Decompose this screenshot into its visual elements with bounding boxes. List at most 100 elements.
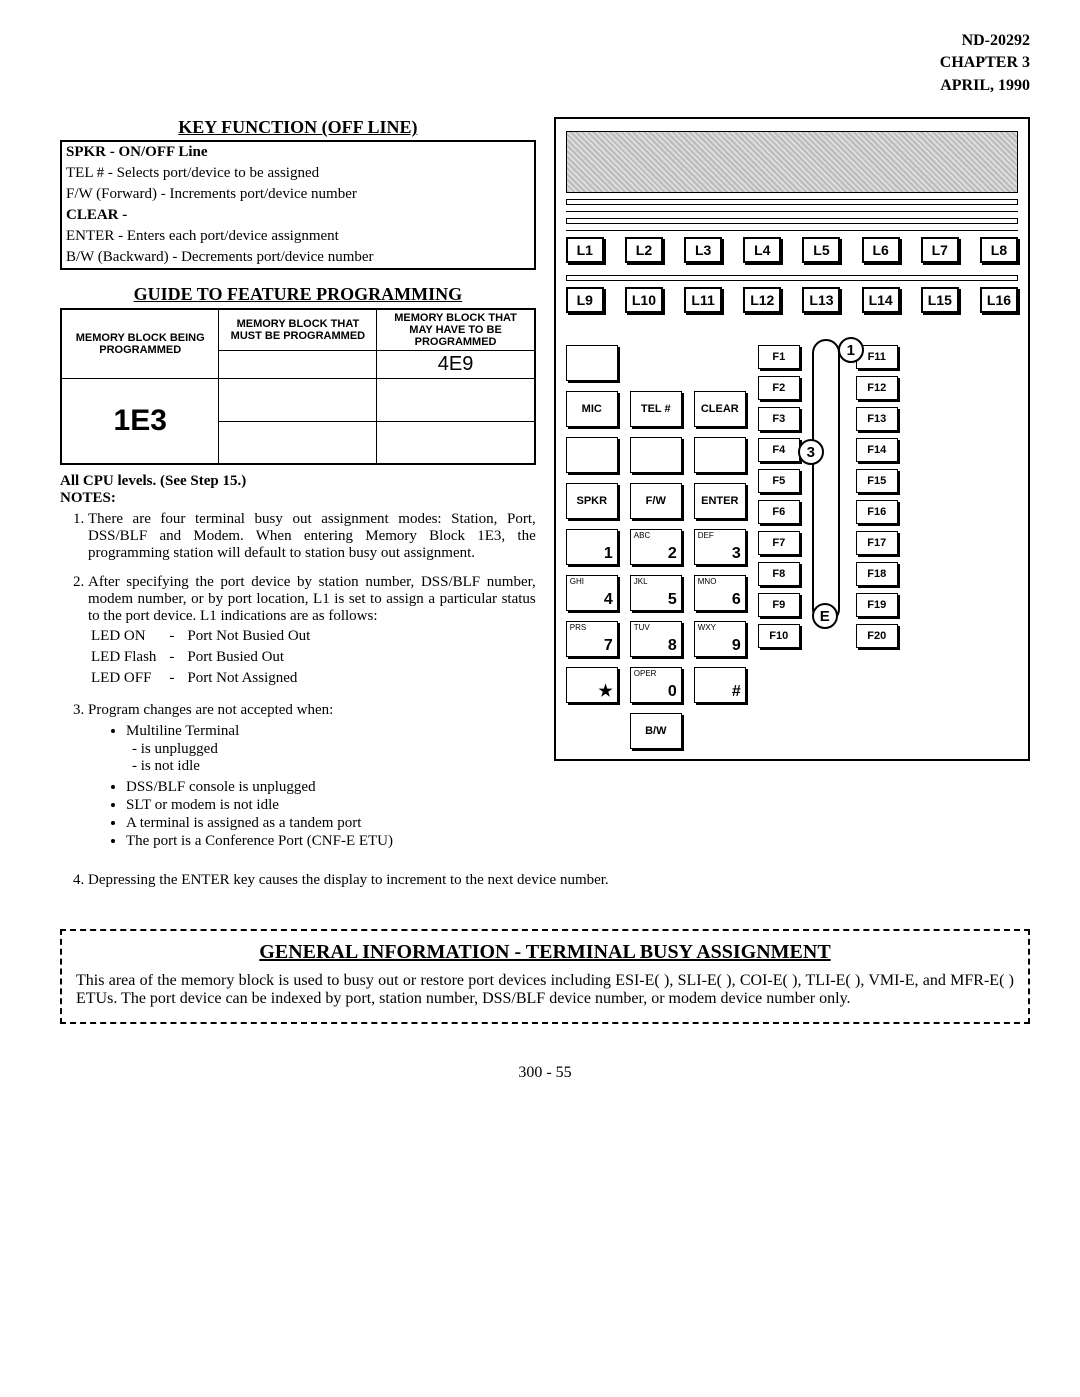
- f-key[interactable]: F12: [856, 376, 898, 400]
- line-key[interactable]: L7: [921, 237, 959, 263]
- callout-1: 1: [838, 337, 864, 363]
- notes-list: There are four terminal busy out assignm…: [60, 511, 536, 850]
- guide-table: MEMORY BLOCK BEING PROGRAMMED MEMORY BLO…: [60, 308, 536, 465]
- keyfn-title: KEY FUNCTION (OFF LINE): [60, 117, 536, 138]
- line-key[interactable]: L6: [862, 237, 900, 263]
- f-key[interactable]: F13: [856, 407, 898, 431]
- digit-8[interactable]: TUV8: [630, 621, 682, 657]
- f-key[interactable]: F1: [758, 345, 800, 369]
- blank-key: [566, 345, 618, 381]
- keyfn-row: CLEAR -: [61, 205, 535, 226]
- note-4-list: Depressing the ENTER key causes the disp…: [60, 872, 1030, 889]
- f-key[interactable]: F16: [856, 500, 898, 524]
- line-key[interactable]: L15: [921, 287, 959, 313]
- guide-h2: MEMORY BLOCK THAT MUST BE PROGRAMMED: [219, 309, 377, 351]
- mic-key[interactable]: MIC: [566, 391, 618, 427]
- f-key[interactable]: F4: [758, 438, 800, 462]
- digit-5[interactable]: JKL5: [630, 575, 682, 611]
- line-key[interactable]: L12: [743, 287, 781, 313]
- note-3: Program changes are not accepted when: M…: [88, 702, 536, 850]
- line-key[interactable]: L10: [625, 287, 663, 313]
- general-info-box: GENERAL INFORMATION - TERMINAL BUSY ASSI…: [60, 929, 1030, 1024]
- f-key[interactable]: F14: [856, 438, 898, 462]
- f-key[interactable]: F2: [758, 376, 800, 400]
- line-key[interactable]: L11: [684, 287, 722, 313]
- guide-block: 1E3: [61, 379, 219, 465]
- f-key[interactable]: F19: [856, 593, 898, 617]
- doc-date: APRIL, 1990: [940, 77, 1030, 94]
- keypad: MIC TEL # CLEAR SPKR F/W ENTER 1 ABC2 DE…: [566, 345, 746, 749]
- general-title: GENERAL INFORMATION - TERMINAL BUSY ASSI…: [76, 941, 1014, 964]
- callout-3: 3: [798, 439, 824, 465]
- line-keys-row2: L9 L10 L11 L12 L13 L14 L15 L16: [566, 287, 1018, 313]
- fkeys-right: F11 F12 F13 F14 F15 F16 F17 F18 F19 F20: [856, 345, 898, 648]
- doc-header: ND-20292 CHAPTER 3 APRIL, 1990: [60, 30, 1030, 97]
- keyfn-row: ENTER - Enters each port/device assignme…: [61, 226, 535, 247]
- digit-2[interactable]: ABC2: [630, 529, 682, 565]
- notes-title: NOTES:: [60, 490, 536, 507]
- f-key[interactable]: F18: [856, 562, 898, 586]
- f-key[interactable]: F10: [758, 624, 800, 648]
- f-key[interactable]: F17: [856, 531, 898, 555]
- line-key[interactable]: L16: [980, 287, 1018, 313]
- line-key[interactable]: L3: [684, 237, 722, 263]
- blank-key: [566, 437, 618, 473]
- receiver-icon: [812, 339, 840, 623]
- line-key[interactable]: L4: [743, 237, 781, 263]
- f-key[interactable]: F20: [856, 624, 898, 648]
- f-key[interactable]: F7: [758, 531, 800, 555]
- digit-1[interactable]: 1: [566, 529, 618, 565]
- bw-key[interactable]: B/W: [630, 713, 682, 749]
- note-2: After specifying the port device by stat…: [88, 574, 536, 690]
- f-key[interactable]: F15: [856, 469, 898, 493]
- note-3-sublist: Multiline Terminal: [108, 723, 536, 740]
- digit-4[interactable]: GHI4: [566, 575, 618, 611]
- f-key[interactable]: F6: [758, 500, 800, 524]
- page-number: 300 - 55: [60, 1064, 1030, 1082]
- led-table: LED ON-Port Not Busied Out LED Flash-Por…: [88, 625, 322, 690]
- blank-key: [630, 437, 682, 473]
- digit-3[interactable]: DEF3: [694, 529, 746, 565]
- handset: 1 3 E: [812, 345, 840, 623]
- line-key[interactable]: L5: [802, 237, 840, 263]
- line-key[interactable]: L2: [625, 237, 663, 263]
- guide-title: GUIDE TO FEATURE PROGRAMMING: [60, 284, 536, 305]
- fw-key[interactable]: F/W: [630, 483, 682, 519]
- spkr-key[interactable]: SPKR: [566, 483, 618, 519]
- keyfn-row: SPKR - ON/OFF Line: [61, 141, 535, 163]
- lcd-display: [566, 131, 1018, 193]
- note-4: Depressing the ENTER key causes the disp…: [88, 872, 1030, 889]
- digit-0[interactable]: OPER0: [630, 667, 682, 703]
- line-key[interactable]: L9: [566, 287, 604, 313]
- doc-id: ND-20292: [962, 32, 1030, 49]
- digit-6[interactable]: MNO6: [694, 575, 746, 611]
- callout-e: E: [812, 603, 838, 629]
- f-key[interactable]: F9: [758, 593, 800, 617]
- doc-chapter: CHAPTER 3: [940, 54, 1030, 71]
- guide-h3: MEMORY BLOCK THAT MAY HAVE TO BE PROGRAM…: [377, 309, 535, 351]
- f-key[interactable]: F5: [758, 469, 800, 493]
- guide-h1: MEMORY BLOCK BEING PROGRAMMED: [61, 309, 219, 379]
- clear-key[interactable]: CLEAR: [694, 391, 746, 427]
- tel-key[interactable]: TEL #: [630, 391, 682, 427]
- fkeys-mid: F1 F2 F3 F4 F5 F6 F7 F8 F9 F10: [758, 345, 800, 648]
- f-key[interactable]: F3: [758, 407, 800, 431]
- phone-diagram: L1 L2 L3 L4 L5 L6 L7 L8 L9 L10 L11 L12 L…: [554, 117, 1030, 761]
- line-key[interactable]: L13: [802, 287, 840, 313]
- blank-key: [694, 437, 746, 473]
- f-key[interactable]: F8: [758, 562, 800, 586]
- digit-9[interactable]: WXY9: [694, 621, 746, 657]
- enter-key[interactable]: ENTER: [694, 483, 746, 519]
- line-key[interactable]: L14: [862, 287, 900, 313]
- keyfn-row: B/W (Backward) - Decrements port/device …: [61, 247, 535, 269]
- keyfn-table: SPKR - ON/OFF Line TEL # - Selects port/…: [60, 140, 536, 270]
- digit-7[interactable]: PRS7: [566, 621, 618, 657]
- digit-star[interactable]: ★: [566, 667, 618, 703]
- note-1: There are four terminal busy out assignm…: [88, 511, 536, 562]
- digit-hash[interactable]: #: [694, 667, 746, 703]
- line-keys-row1: L1 L2 L3 L4 L5 L6 L7 L8: [566, 237, 1018, 263]
- keyfn-row: TEL # - Selects port/device to be assign…: [61, 163, 535, 184]
- line-key[interactable]: L8: [980, 237, 1018, 263]
- line-key[interactable]: L1: [566, 237, 604, 263]
- general-body: This area of the memory block is used to…: [76, 972, 1014, 1008]
